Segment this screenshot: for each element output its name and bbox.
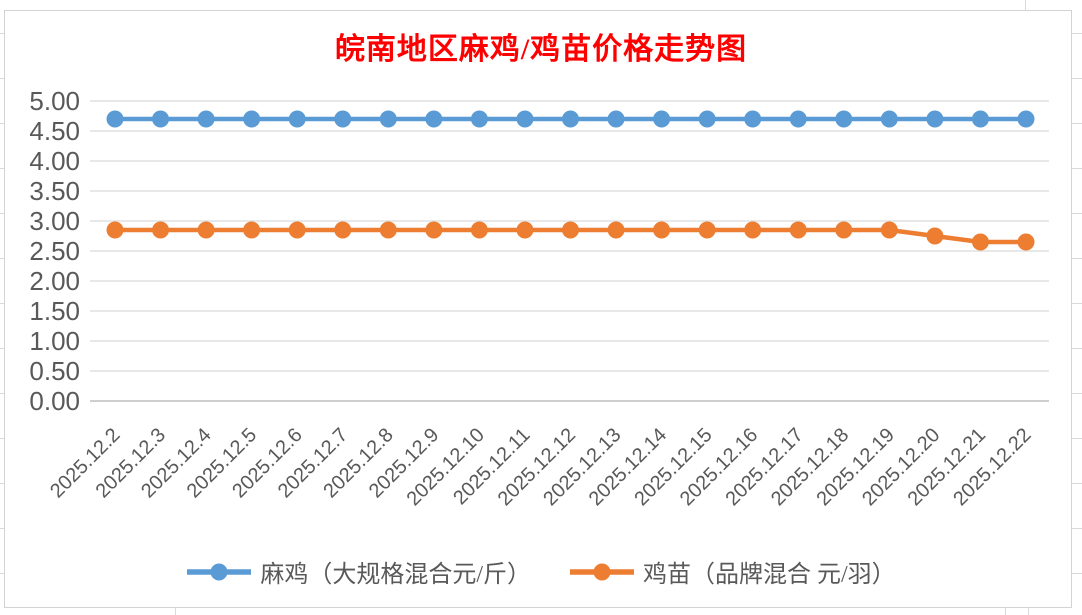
spreadsheet-gridline-stub bbox=[0, 393, 4, 394]
data-point bbox=[880, 221, 898, 239]
data-point bbox=[607, 110, 625, 128]
data-point bbox=[106, 221, 124, 239]
data-point bbox=[653, 110, 671, 128]
data-point bbox=[243, 110, 261, 128]
legend-line-dot-marker bbox=[187, 563, 252, 580]
data-point bbox=[971, 110, 989, 128]
data-point bbox=[926, 227, 944, 245]
spreadsheet-gridline-stub bbox=[175, 608, 176, 615]
spreadsheet-gridline-stub bbox=[0, 303, 4, 304]
data-point bbox=[197, 221, 215, 239]
spreadsheet-gridline-stub bbox=[1072, 33, 1082, 34]
spreadsheet-gridline-stub bbox=[1072, 348, 1082, 349]
spreadsheet-gridline-stub bbox=[1025, 0, 1026, 10]
legend-label-jimiao: 鸡苗（品牌混合 元/羽） bbox=[643, 562, 896, 588]
y-tick-label: 5.00 bbox=[29, 86, 80, 116]
y-tick-label: 0.00 bbox=[29, 386, 80, 416]
data-point bbox=[379, 221, 397, 239]
data-point bbox=[607, 221, 625, 239]
y-tick-label: 2.00 bbox=[29, 266, 80, 296]
data-point bbox=[334, 110, 352, 128]
spreadsheet-gridline-stub bbox=[0, 438, 4, 439]
data-point bbox=[379, 110, 397, 128]
data-point bbox=[562, 221, 579, 239]
spreadsheet-gridline-stub bbox=[0, 123, 4, 124]
chart-area-border bbox=[4, 10, 1072, 608]
data-point bbox=[197, 110, 215, 128]
y-tick-label: 3.50 bbox=[29, 176, 80, 206]
data-point bbox=[698, 221, 716, 239]
spreadsheet-gridline-stub bbox=[1072, 303, 1082, 304]
spreadsheet-gridline-stub bbox=[0, 348, 4, 349]
spreadsheet-gridline-stub bbox=[0, 528, 4, 529]
data-point bbox=[789, 221, 807, 239]
legend-label-mahen: 麻鸡（大规格混合元/斤） bbox=[260, 562, 531, 588]
data-point bbox=[789, 110, 807, 128]
spreadsheet-gridline-stub bbox=[1072, 213, 1082, 214]
data-point bbox=[926, 110, 944, 128]
data-point bbox=[698, 110, 716, 128]
data-point bbox=[653, 221, 671, 239]
data-point bbox=[744, 110, 762, 128]
data-point bbox=[835, 221, 853, 239]
data-point bbox=[334, 221, 352, 239]
spreadsheet-gridline-stub bbox=[0, 483, 4, 484]
data-point bbox=[425, 221, 443, 239]
y-tick-label: 1.50 bbox=[29, 296, 80, 326]
data-point bbox=[1017, 110, 1035, 128]
data-point bbox=[744, 221, 762, 239]
chart-title: 皖南地区麻鸡/鸡苗价格走势图 bbox=[334, 33, 748, 66]
spreadsheet-gridline-stub bbox=[1072, 438, 1082, 439]
chart-legend: 麻鸡（大规格混合元/斤） 鸡苗（品牌混合 元/羽） bbox=[0, 554, 1082, 589]
data-point bbox=[516, 221, 534, 239]
data-point bbox=[971, 233, 989, 251]
data-point bbox=[516, 110, 534, 128]
legend-item-jimiao: 鸡苗（品牌混合 元/羽） bbox=[569, 554, 896, 589]
spreadsheet-gridline-stub bbox=[1028, 608, 1029, 615]
spreadsheet-gridline-stub bbox=[1072, 78, 1082, 79]
data-point bbox=[243, 221, 261, 239]
spreadsheet-gridline-stub bbox=[0, 78, 4, 79]
data-point bbox=[880, 110, 898, 128]
y-tick-label: 0.50 bbox=[29, 356, 80, 386]
spreadsheet-gridline-stub bbox=[1072, 573, 1082, 574]
y-tick-label: 4.00 bbox=[29, 146, 80, 176]
data-point bbox=[288, 221, 306, 239]
legend-item-mahen: 麻鸡（大规格混合元/斤） bbox=[186, 554, 531, 589]
spreadsheet-gridline-stub bbox=[1072, 393, 1082, 394]
data-point bbox=[425, 110, 443, 128]
data-point bbox=[470, 221, 488, 239]
y-tick-label: 1.00 bbox=[29, 326, 80, 356]
spreadsheet-gridline-stub bbox=[0, 33, 4, 34]
spreadsheet-gridline-stub bbox=[1072, 258, 1082, 259]
data-point bbox=[152, 221, 170, 239]
data-point bbox=[1017, 233, 1035, 251]
spreadsheet-gridline-stub bbox=[1072, 123, 1082, 124]
spreadsheet-gridline-stub bbox=[0, 258, 4, 259]
spreadsheet-gridline-stub bbox=[1072, 528, 1082, 529]
legend-line-dot-marker bbox=[570, 563, 634, 580]
data-point bbox=[470, 110, 488, 128]
spreadsheet-gridline-stub bbox=[0, 573, 4, 574]
y-tick-label: 4.50 bbox=[29, 116, 80, 146]
y-tick-label: 2.50 bbox=[29, 236, 80, 266]
data-point bbox=[288, 110, 306, 128]
data-point bbox=[152, 110, 170, 128]
spreadsheet-gridline-stub bbox=[1072, 483, 1082, 484]
spreadsheet-gridline-stub bbox=[0, 213, 4, 214]
spreadsheet-gridline-stub bbox=[0, 168, 4, 169]
data-point bbox=[106, 110, 124, 128]
spreadsheet-gridline-stub bbox=[1005, 608, 1006, 615]
data-point bbox=[562, 110, 579, 128]
data-point bbox=[835, 110, 853, 128]
y-tick-label: 3.00 bbox=[29, 206, 80, 236]
spreadsheet-gridline-stub bbox=[1072, 168, 1082, 169]
